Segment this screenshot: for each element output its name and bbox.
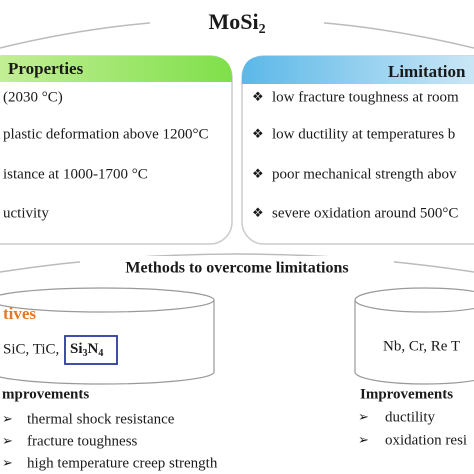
improvement-item: thermal shock resistance xyxy=(27,411,175,427)
property-item: uctivity xyxy=(3,205,49,221)
arrow-bullet: ➢ xyxy=(2,411,13,426)
highlight-box xyxy=(64,335,118,365)
bullet: ❖ xyxy=(252,126,264,141)
alloying-cylinder xyxy=(354,300,474,385)
properties-header xyxy=(0,56,232,82)
bullet: ❖ xyxy=(252,166,264,181)
boxed-formula: Si3N4 xyxy=(70,341,103,359)
methods-bg xyxy=(80,256,394,282)
additives-cylinder-top xyxy=(0,287,215,313)
limitation-item: low fracture toughness at room xyxy=(272,89,459,105)
limitation-item: low ductility at temperatures b xyxy=(272,126,455,142)
improvements-heading: mprovements xyxy=(2,386,89,402)
improvement-item: fracture toughness xyxy=(27,433,138,449)
formula-sub: 3 xyxy=(83,348,88,359)
title-sub: 2 xyxy=(259,22,266,37)
property-item: plastic deformation above 1200°C xyxy=(3,126,209,142)
additives-items: SiC, TiC, xyxy=(3,341,59,357)
additives-cylinder xyxy=(0,300,215,385)
alloying-items: Nb, Cr, Re T xyxy=(383,338,460,354)
bullet: ❖ xyxy=(252,205,264,220)
limitations-heading: Limitation xyxy=(388,62,466,81)
improvements-heading: Improvements xyxy=(360,386,453,402)
arrow-bullet: ➢ xyxy=(358,432,369,447)
improvement-item: high temperature creep strength xyxy=(27,455,218,471)
properties-heading: Properties xyxy=(8,59,84,78)
bullet: ❖ xyxy=(252,89,264,104)
limitation-item: severe oxidation around 500°C xyxy=(272,205,458,221)
methods-heading: Methods to overcome limitations xyxy=(125,260,348,277)
formula-sub: 4 xyxy=(98,348,103,359)
title-bg xyxy=(150,8,324,38)
improvement-item: ductility xyxy=(385,409,435,425)
formula-part: Si xyxy=(70,341,83,357)
arrow-bullet: ➢ xyxy=(2,433,13,448)
property-item: istance at 1000-1700 °C xyxy=(3,166,148,182)
property-item: (2030 °C) xyxy=(3,89,63,105)
alloying-cylinder-top xyxy=(354,287,474,313)
formula-part: N xyxy=(88,341,99,357)
title-base: MoSi xyxy=(208,9,258,34)
arrow-bullet: ➢ xyxy=(2,455,13,470)
improvement-item: oxidation resi xyxy=(385,432,467,448)
arrow-bullet: ➢ xyxy=(358,409,369,424)
methods-arch xyxy=(0,253,474,273)
title: MoSi2 xyxy=(208,9,265,37)
limitations-header xyxy=(242,56,474,84)
additives-heading: tives xyxy=(3,304,36,323)
limitation-item: poor mechanical strength abov xyxy=(272,166,457,182)
